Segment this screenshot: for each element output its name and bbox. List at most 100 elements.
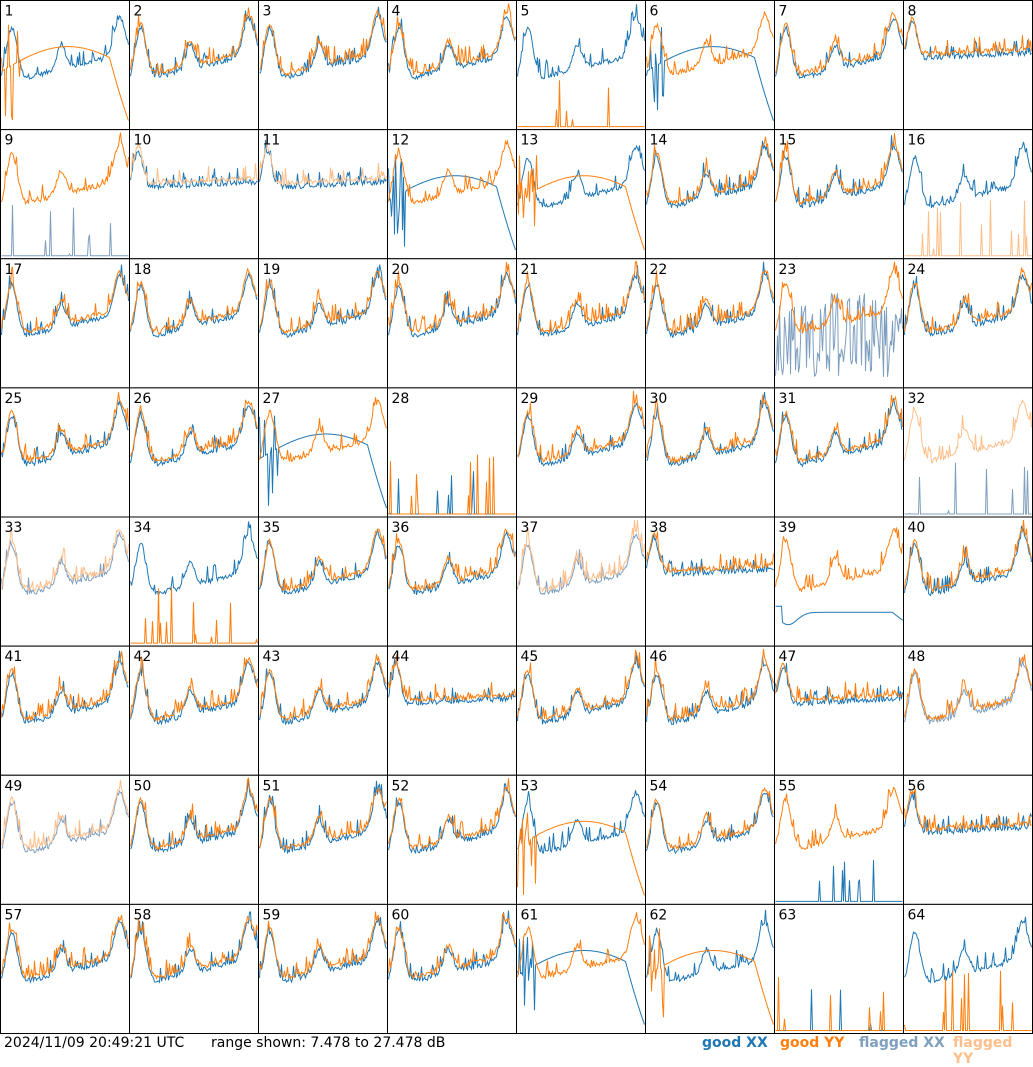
panel-label: 50 [134,778,152,794]
series-yy-good [904,267,1032,333]
series-yy-good [130,915,258,980]
series-yy-good [130,656,258,722]
series-yy-good [259,911,387,980]
series-xx-good [775,663,903,707]
panel-label: 10 [134,133,152,149]
panel-label: 18 [134,262,152,278]
panel-frame [387,129,517,260]
panel-2: 2 [129,0,259,131]
panel-frame [774,774,904,905]
series-yy-good [388,528,516,592]
panel-58: 58 [129,903,259,1034]
series-yy-good [646,10,774,76]
series-yy-flagged [1,780,129,851]
series-xx-good [517,652,645,725]
panel-label: 39 [779,520,797,536]
panel-label: 8 [908,4,917,20]
series-yy-good [1,266,129,334]
panel-26: 26 [129,387,259,518]
panel-54: 54 [645,774,775,905]
panel-frame [903,645,1033,776]
series-yy-good [904,654,1032,722]
series-yy-good [517,649,645,722]
panel-label: 12 [392,133,410,149]
series-xx-good [130,150,258,191]
series-xx-good [646,792,774,855]
panel-label: 20 [392,262,410,278]
series-yy-good [904,16,1032,58]
panel-11: 11 [258,129,388,260]
panel-label: 23 [779,262,797,278]
panel-36: 36 [387,516,517,647]
panel-frame [516,258,646,389]
panel-label: 58 [134,907,152,923]
panel-frame [129,0,259,131]
timestamp: 2024/11/09 20:49:21 UTC [4,1035,185,1051]
panel-38: 38 [645,516,775,647]
panel-29: 29 [516,387,646,518]
series-xx-good [388,16,516,81]
series-xx-good [1,400,129,467]
panel-frame [903,258,1033,389]
panel-30: 30 [645,387,775,518]
series-xx-good [259,780,387,854]
series-yy-good [130,7,258,76]
panel-40: 40 [903,516,1033,647]
series-xx-good [388,657,516,707]
series-yy-flagged [904,200,1032,257]
series-yy-good [130,399,258,462]
series-xx-good [517,144,645,209]
series-xx-good [904,20,1032,61]
series-yy-good [388,912,516,980]
series-yy-good [259,8,387,77]
series-yy-good [130,776,258,852]
panel-frame [387,774,517,905]
series-xx-good [904,141,1032,208]
panel-frame [258,387,388,518]
legend-flagged-xx: flagged XX [859,1035,945,1051]
panel-frame [129,129,259,260]
panel-42: 42 [129,645,259,776]
series-yy-good [517,812,645,896]
panel-frame [774,516,904,647]
series-xx-good [130,521,258,598]
series-xx-good [130,911,258,984]
panel-frame [387,903,517,1034]
panel-20: 20 [387,258,517,389]
panel-label: 3 [263,4,272,20]
series-xx-good [517,402,645,467]
panel-label: 62 [650,907,668,923]
panel-label: 32 [908,391,926,407]
series-xx-good [517,4,645,80]
series-yy-good [646,928,774,1025]
series-yy-good [130,267,258,335]
panel-label: 54 [650,778,668,794]
panel-frame [129,774,259,905]
panel-label: 13 [521,133,539,149]
panel-63: 63 [774,903,904,1034]
series-xx-good [1,14,129,80]
panel-label: 42 [134,649,152,665]
series-xx-good [646,533,774,578]
panel-18: 18 [129,258,259,389]
panel-64: 64 [903,903,1033,1034]
panel-60: 60 [387,903,517,1034]
series-xx-good [646,392,774,467]
panel-61: 61 [516,903,646,1034]
series-yy-good [259,787,387,851]
panel-label: 15 [779,133,797,149]
series-xx-good [646,656,774,725]
series-yy-good [259,397,387,463]
panel-label: 55 [779,778,797,794]
series-yy-good [775,527,903,593]
series-xx-good [646,261,774,339]
series-yy-good [775,662,903,702]
panel-frame [774,129,904,260]
panel-frame [774,387,904,518]
panel-label: 26 [134,391,152,407]
series-xx-good [775,18,903,79]
panel-50: 50 [129,774,259,905]
panel-label: 61 [521,907,539,923]
panel-label: 24 [908,262,926,278]
